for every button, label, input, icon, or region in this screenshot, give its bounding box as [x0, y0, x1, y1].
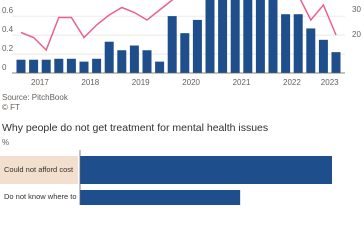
- bar: [41, 59, 51, 73]
- bar: [293, 14, 303, 73]
- bar: [331, 52, 341, 73]
- bar: [92, 58, 102, 73]
- bar: [255, 0, 265, 74]
- unit: %: [2, 138, 9, 147]
- bar: [318, 39, 328, 73]
- x-tick-label: 2019: [132, 78, 150, 87]
- chart-title: Why people do not get treatment for ment…: [2, 122, 268, 134]
- y2-tick-label: 30: [352, 5, 361, 14]
- row-band: [0, 156, 78, 184]
- bar: [142, 50, 152, 73]
- bar: [281, 14, 291, 73]
- x-tick-label: 2020: [182, 78, 200, 87]
- y2-tick-label: 20: [352, 30, 361, 39]
- row-band: [0, 190, 78, 205]
- x-tick-label: 2023: [321, 78, 339, 87]
- x-tick-label: 2022: [283, 78, 301, 87]
- bar: [117, 50, 127, 73]
- bar: [16, 59, 26, 73]
- chart: Source: PitchBook © FT Why people do not…: [0, 0, 361, 205]
- line: [20, 0, 337, 52]
- bar: [66, 58, 76, 73]
- y-tick-label: 0.2: [2, 44, 14, 53]
- bar: [180, 33, 190, 73]
- bar: [205, 0, 215, 74]
- x-tick-label: 2017: [31, 78, 49, 87]
- bar: [230, 0, 240, 74]
- x-tick-label: 2021: [233, 78, 251, 87]
- source: Source: PitchBook: [2, 93, 69, 102]
- credit: © FT: [2, 103, 20, 112]
- bar: [192, 19, 202, 74]
- bar: [155, 61, 165, 73]
- bar: [80, 190, 241, 205]
- bar: [268, 0, 278, 73]
- x-tick-label: 2018: [81, 78, 99, 87]
- category-label: Do not know where to: [4, 192, 77, 201]
- bar: [79, 61, 89, 73]
- y-tick-label: 0: [2, 63, 7, 72]
- bar: [218, 0, 228, 73]
- category-label: Could not afford cost: [4, 165, 74, 174]
- page: Source: PitchBook © FT Why people do not…: [0, 0, 362, 205]
- bar: [306, 28, 316, 73]
- bar: [167, 16, 177, 73]
- bar: [104, 41, 114, 73]
- bar: [129, 45, 139, 73]
- y-tick-label: 0.4: [2, 25, 14, 34]
- bar: [29, 59, 39, 73]
- bar: [54, 58, 64, 73]
- bar: [243, 0, 253, 73]
- y-tick-label: 0.6: [2, 6, 14, 15]
- bar: [80, 156, 332, 184]
